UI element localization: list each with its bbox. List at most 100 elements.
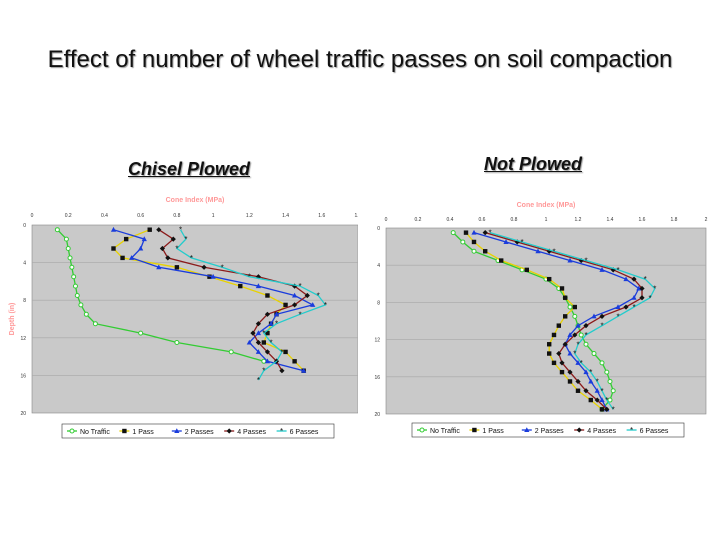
left-plot-area xyxy=(31,224,358,414)
left-series-2-passes-point xyxy=(301,367,307,373)
right-series-4-passes-point xyxy=(639,295,645,301)
left-legend-item-no-traffic: No Traffic xyxy=(67,428,110,436)
right-x-tick-label: 0.4 xyxy=(447,217,454,223)
left-y-tick-label: 8 xyxy=(23,298,26,304)
right-y-tick-label: 12 xyxy=(374,338,380,344)
left-series-2-passes-point xyxy=(129,255,135,260)
right-x-tick-label: 1.8 xyxy=(671,217,678,223)
right-series-6-passes-point: * xyxy=(573,350,576,359)
left-series-2-passes-line xyxy=(113,229,315,372)
right-y-tick-label: 0 xyxy=(377,226,380,232)
right-series-1-pass-point xyxy=(524,267,529,273)
left-series-no-traffic-point xyxy=(72,283,78,289)
left-legend-item-4-passes: 4 Passes xyxy=(224,428,266,436)
left-series-6-passes-point: * xyxy=(175,245,178,254)
right-series-1-pass-point xyxy=(559,286,565,291)
right-x-tick-label: 1 xyxy=(545,217,548,223)
left-series-no-traffic-point xyxy=(71,274,77,280)
right-y-tick-label: 16 xyxy=(374,375,380,381)
left-y-tick-label: 16 xyxy=(20,373,26,379)
right-series-6-passes-line xyxy=(489,231,656,410)
right-legend-label: 2 Passes xyxy=(535,428,564,435)
right-y-tick-label: 4 xyxy=(377,263,380,269)
left-legend-marker xyxy=(69,428,75,434)
left-series-2-passes-point xyxy=(255,283,261,289)
right-series-2-passes-point xyxy=(535,248,541,254)
left-series-no-traffic-point xyxy=(54,227,60,233)
right-series-6-passes-point: * xyxy=(616,312,619,321)
left-y-tick-label: 4 xyxy=(23,261,26,267)
left-legend-label: 4 Passes xyxy=(237,429,266,436)
right-series-2-passes-point xyxy=(575,322,581,328)
left-legend-label: 6 Passes xyxy=(290,429,319,436)
left-series-6-passes-point: * xyxy=(275,357,278,366)
right-legend-marker: * xyxy=(630,426,633,435)
left-series-4-passes-point xyxy=(279,368,285,374)
left-series-1-pass-point xyxy=(265,330,270,336)
chart-chisel-plowed: Cone Index (MPa) 0 0.2 0.4 0.6 0.8 1 1.2 1.4 1.6 1… xyxy=(9,197,358,439)
left-series-2-passes-point xyxy=(292,292,298,298)
right-series-2-passes-point xyxy=(623,276,629,282)
left-x-tick-label: 1.8 xyxy=(355,213,358,219)
subtitle-chisel-plowed: Chisel Plowed xyxy=(128,159,251,179)
left-series-4-passes-point xyxy=(304,292,310,299)
right-series-1-pass-point xyxy=(567,379,573,384)
right-series-1-pass-point xyxy=(499,258,504,263)
right-series-1-pass-point xyxy=(547,351,552,356)
right-series-6-passes-point: * xyxy=(520,238,523,247)
left-series-4-passes-point xyxy=(156,227,162,233)
left-series-no-traffic-point xyxy=(92,321,98,327)
left-series-1-pass-point xyxy=(123,236,129,242)
left-series-no-traffic-point xyxy=(65,246,71,251)
right-series-2-passes-point xyxy=(631,294,637,300)
right-series-6-passes-point: * xyxy=(616,266,619,275)
left-x-tick-label: 0.4 xyxy=(101,213,108,219)
left-series-1-pass-point xyxy=(111,246,116,251)
right-series-no-traffic-point xyxy=(604,369,610,375)
left-series-6-passes-point: * xyxy=(270,339,273,348)
left-series-2-passes-point xyxy=(273,311,280,317)
left-series-4-passes-point xyxy=(292,302,298,308)
right-series-1-pass-point xyxy=(572,304,577,310)
left-series-no-traffic-point xyxy=(174,340,180,345)
right-series-6-passes-point: * xyxy=(584,331,587,340)
left-y-tick-label: 20 xyxy=(20,411,26,417)
left-series-6-passes-point: * xyxy=(262,367,265,376)
left-series-1-pass-point xyxy=(120,255,125,261)
right-series-2-passes-point xyxy=(636,285,642,291)
right-x-tick-label: 0.6 xyxy=(479,217,486,223)
left-series-no-traffic-point xyxy=(63,236,69,242)
right-series-1-pass-point xyxy=(563,295,568,300)
right-x-tick-label: 1.4 xyxy=(607,217,614,223)
right-legend-marker xyxy=(576,427,582,433)
right-series-2-passes-point xyxy=(615,304,621,310)
left-y-tick-label: 0 xyxy=(23,223,26,229)
left-series-no-traffic-point xyxy=(228,349,234,355)
right-series-6-passes-point: * xyxy=(653,284,656,293)
left-series-6-passes-point: * xyxy=(248,273,251,282)
right-plot-area xyxy=(385,227,707,415)
right-series-4-passes-line xyxy=(485,231,643,410)
right-series-4-passes-point xyxy=(639,285,645,292)
right-series-2-passes-point xyxy=(591,313,597,319)
left-x-tick-label: 0.6 xyxy=(137,213,144,219)
right-series-4-passes-point xyxy=(623,304,629,310)
left-legend-label: 2 Passes xyxy=(185,429,214,436)
right-series-2-passes-line xyxy=(473,231,640,410)
left-legend-label: 1 Pass xyxy=(132,429,154,436)
left-legend-marker xyxy=(174,428,180,433)
left-legend-marker: * xyxy=(280,427,283,436)
left-series-6-passes-point: * xyxy=(298,310,301,319)
right-series-6-passes-point: * xyxy=(596,377,599,386)
left-series-1-pass-point xyxy=(265,293,270,298)
right-series-1-pass-point xyxy=(471,239,477,245)
right-series-1-pass-point xyxy=(551,332,557,338)
left-series-2-passes-point xyxy=(141,236,147,242)
right-series-2-passes-point xyxy=(594,387,600,393)
left-series-2-passes-point xyxy=(156,264,162,270)
left-legend-marker xyxy=(122,428,127,434)
chart-not-plowed: Cone Index (MPa) 0 0.2 0.4 0.6 0.8 1 1.2 1.4 1.6 1… xyxy=(374,202,708,438)
right-series-1-pass-point xyxy=(588,397,593,403)
right-series-1-pass xyxy=(463,230,605,412)
right-y-tick-label: 20 xyxy=(374,412,380,418)
